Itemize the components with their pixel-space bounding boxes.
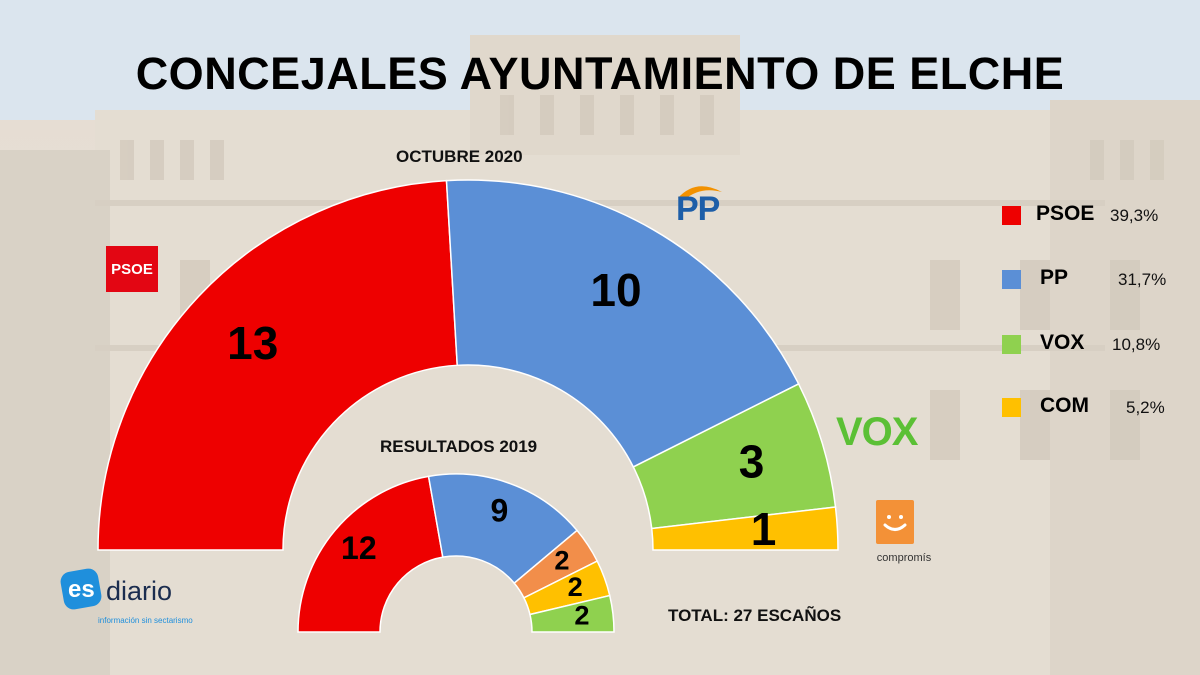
seat-value-com: 2 (568, 571, 583, 602)
subtitle-2019: RESULTADOS 2019 (380, 437, 538, 456)
seat-value-vox: 2 (574, 599, 589, 630)
seat-value-ciudadanos: 2 (554, 544, 569, 575)
legend-swatch-pp (1002, 270, 1021, 289)
seat-chart-2020: 13 10 3 1 (97, 179, 839, 555)
legend-swatch-com (1002, 398, 1021, 417)
subtitle-2020: OCTUBRE 2020 (396, 147, 523, 166)
compromis-smile-icon (876, 500, 914, 544)
esdiario-word: diario (106, 576, 173, 606)
seat-segment-psoe (297, 475, 444, 633)
total-seats: TOTAL: 27 ESCAÑOS (668, 606, 842, 625)
legend-pct-com: 5,2% (1126, 398, 1165, 417)
esdiario-tagline: información sin sectarismo (98, 616, 193, 625)
seat-value-vox: 3 (739, 435, 765, 487)
seat-segment-vox (529, 594, 615, 633)
psoe-logo: PSOE (106, 246, 158, 292)
pp-gull-icon (678, 186, 722, 200)
legend-pct-psoe: 39,3% (1110, 206, 1159, 225)
esdiario-logo: es diario información sin sectarismo (58, 566, 222, 630)
legend-label-com: COM (1040, 394, 1089, 417)
pp-logo: PP (662, 178, 742, 228)
seat-segment-pp (427, 473, 579, 585)
vox-logo-text: VOX (836, 410, 918, 454)
seat-value-psoe: 13 (227, 317, 278, 369)
vox-logo: VOX (836, 410, 918, 454)
page-title: CONCEJALES AYUNTAMIENTO DE ELCHE (135, 48, 1065, 99)
legend-label-psoe: PSOE (1036, 202, 1095, 225)
compromis-logo-text: compromís (876, 552, 932, 564)
psoe-logo-text: PSOE (111, 260, 153, 278)
seat-segment-psoe (97, 179, 459, 551)
seat-chart-2019: 12 9 222 (297, 473, 615, 633)
seat-segment-pp (445, 179, 800, 468)
seat-value-psoe: 12 (341, 530, 377, 566)
legend-swatch-psoe (1002, 206, 1021, 225)
seat-segment-com (650, 506, 839, 551)
legend-pct-pp: 31,7% (1118, 270, 1167, 289)
legend-label-pp: PP (1040, 266, 1069, 289)
legend-pct-vox: 10,8% (1112, 335, 1161, 354)
seat-value-com: 1 (751, 503, 777, 555)
legend-label-vox: VOX (1040, 331, 1085, 354)
pp-logo-text: PP (676, 190, 720, 228)
seat-value-pp: 10 (590, 264, 641, 316)
legend-swatch-vox (1002, 335, 1021, 354)
esdiario-es: es (68, 576, 95, 603)
seat-value-pp: 9 (490, 492, 508, 528)
compromis-logo: compromís (864, 500, 944, 570)
